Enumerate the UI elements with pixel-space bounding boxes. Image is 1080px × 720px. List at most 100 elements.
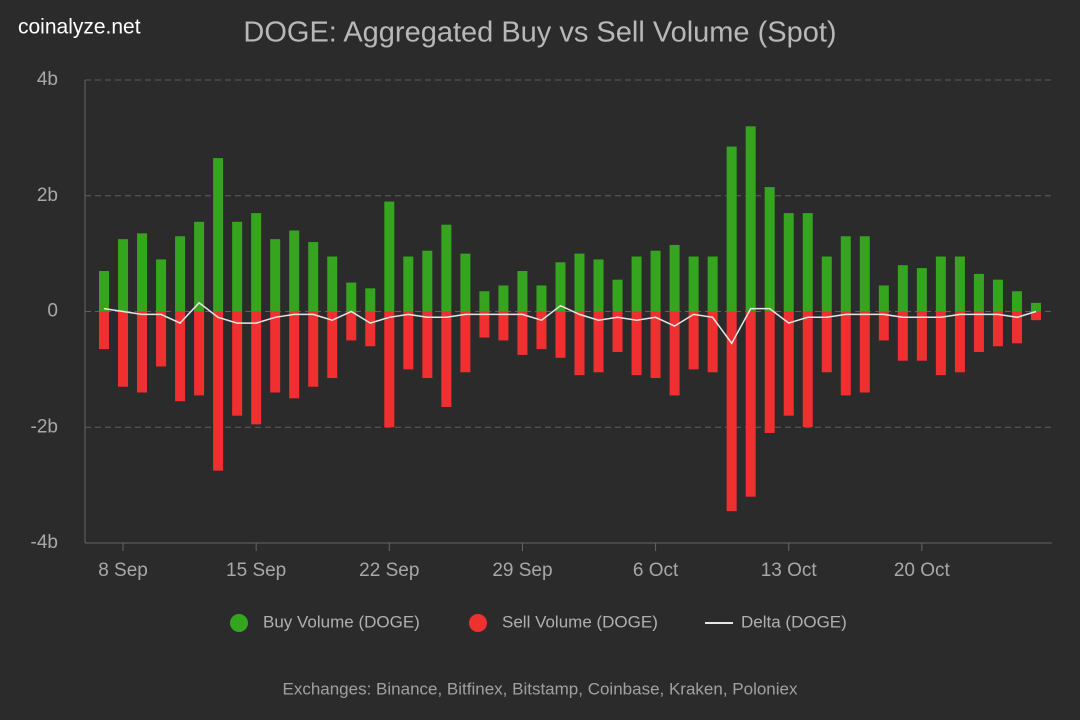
- bar: [403, 311, 414, 370]
- legend-label: Buy Volume (DOGE): [263, 612, 420, 631]
- bar: [460, 253, 471, 312]
- bar: [536, 311, 547, 350]
- bar: [1030, 302, 1041, 312]
- bar: [194, 311, 205, 396]
- bar: [99, 311, 109, 350]
- bar: [498, 311, 509, 341]
- x-tick-label: 6 Oct: [633, 560, 679, 581]
- bar: [840, 311, 851, 396]
- bar: [156, 311, 167, 367]
- bar: [137, 311, 148, 393]
- x-tick-label: 20 Oct: [894, 560, 951, 581]
- bar: [669, 244, 680, 312]
- bar: [251, 311, 262, 425]
- x-tick-label: 15 Sep: [226, 560, 286, 581]
- bar: [137, 233, 148, 312]
- bar: [897, 265, 908, 312]
- bar: [403, 256, 414, 312]
- bar: [859, 311, 870, 393]
- bar: [954, 311, 965, 373]
- bar: [726, 311, 737, 512]
- legend-swatch: [469, 614, 487, 632]
- y-tick-label: 0: [47, 301, 58, 322]
- bar: [821, 256, 832, 312]
- bar: [270, 311, 281, 393]
- bar: [688, 256, 699, 312]
- bar: [916, 311, 927, 361]
- bar: [973, 273, 984, 312]
- bar: [555, 311, 566, 358]
- x-tick-label: 22 Sep: [359, 560, 419, 581]
- bar: [289, 230, 300, 312]
- bar: [897, 311, 908, 361]
- footer: Exchanges: Binance, Bitfinex, Bitstamp, …: [282, 679, 798, 698]
- bar: [308, 242, 319, 312]
- bar: [118, 311, 129, 387]
- bar: [574, 253, 585, 312]
- bar: [517, 270, 528, 312]
- bar: [631, 311, 642, 376]
- bar: [935, 256, 946, 312]
- y-tick-label: -2b: [31, 416, 58, 437]
- bar: [517, 311, 528, 355]
- bar: [232, 311, 243, 416]
- bar: [118, 239, 129, 312]
- bar: [745, 311, 756, 497]
- bar: [555, 262, 566, 312]
- bar: [346, 282, 357, 312]
- bar: [327, 256, 338, 312]
- y-tick-label: 4b: [37, 69, 58, 90]
- bar: [802, 213, 813, 312]
- bar: [783, 213, 794, 312]
- bar: [156, 259, 167, 312]
- x-tick-label: 29 Sep: [492, 560, 552, 581]
- bar: [365, 311, 376, 347]
- bar: [422, 311, 433, 379]
- bar: [612, 279, 623, 312]
- y-tick-label: 2b: [37, 185, 58, 206]
- bar: [935, 311, 946, 376]
- bar: [593, 311, 604, 373]
- legend-label: Delta (DOGE): [741, 612, 847, 631]
- bar: [1011, 291, 1022, 312]
- bar: [289, 311, 300, 399]
- delta-line: [103, 301, 1037, 345]
- bar: [783, 311, 794, 416]
- bar: [251, 213, 262, 312]
- bar: [365, 288, 376, 312]
- bar: [688, 311, 699, 370]
- bar: [764, 311, 775, 434]
- bar: [992, 279, 1003, 312]
- bar: [707, 311, 718, 373]
- y-tick-label: -4b: [31, 532, 58, 553]
- chart-title: DOGE: Aggregated Buy vs Sell Volume (Spo…: [243, 17, 836, 49]
- bar: [270, 239, 281, 312]
- bar: [916, 268, 927, 312]
- bar: [593, 259, 604, 312]
- bar: [441, 224, 452, 312]
- bar: [232, 221, 243, 312]
- bar: [99, 270, 109, 312]
- bar: [213, 311, 224, 471]
- bar: [498, 285, 509, 312]
- bar: [973, 311, 984, 353]
- bar: [460, 311, 471, 373]
- bar: [213, 158, 224, 312]
- bar: [194, 221, 205, 312]
- watermark: coinalyze.net: [18, 16, 141, 39]
- bar: [859, 236, 870, 312]
- bar: [612, 311, 623, 353]
- bar: [1030, 311, 1041, 321]
- bar: [422, 250, 433, 312]
- bar: [954, 256, 965, 312]
- bar: [441, 311, 452, 407]
- bar: [346, 311, 357, 341]
- bar: [992, 311, 1003, 347]
- bar: [669, 311, 680, 396]
- bar: [1011, 311, 1022, 344]
- bar: [384, 311, 395, 428]
- bar: [878, 311, 889, 341]
- bar: [878, 285, 889, 312]
- bar: [479, 291, 490, 312]
